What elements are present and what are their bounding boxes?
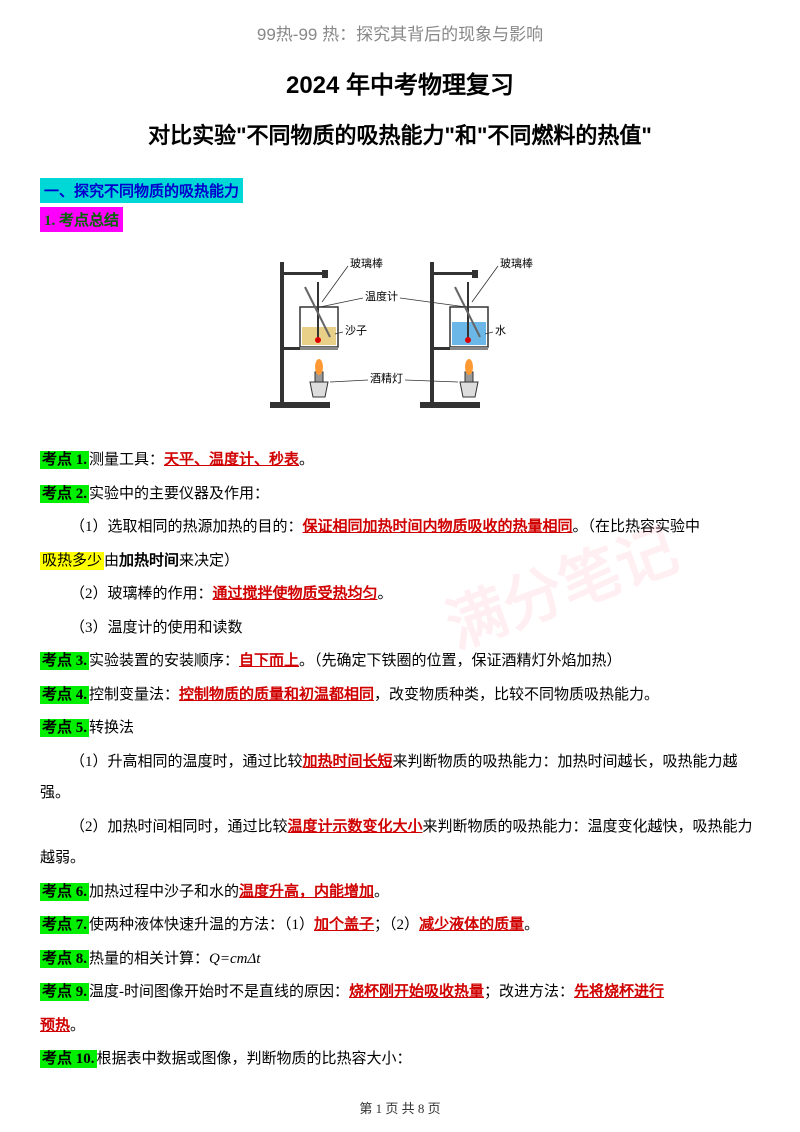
kp5-2: （2）加热时间相同时，通过比较温度计示数变化大小来判断物质的吸热能力：温度变化越… — [40, 812, 760, 875]
kp10: 考点 10.根据表中数据或图像，判断物质的比热容大小： — [40, 1044, 760, 1076]
kp2-1-end: 来决定） — [179, 553, 239, 569]
label-lamp: 酒精灯 — [370, 372, 403, 385]
kp4: 考点 4.控制变量法：控制物质的质量和初温都相同，改变物质种类，比较不同物质吸热… — [40, 680, 760, 712]
kp4-tag: 考点 4. — [40, 686, 89, 704]
kp5: 考点 5.转换法 — [40, 713, 760, 745]
kp6-post: 。 — [374, 884, 389, 900]
kp2-tag: 考点 2. — [40, 485, 89, 503]
kp5-1-pre: （1）升高相同的温度时，通过比较 — [70, 754, 303, 770]
kp2-1b: 吸热多少由加热时间来决定） — [40, 546, 760, 578]
kp1-post: 。 — [299, 452, 314, 468]
kp10-tag: 考点 10. — [40, 1050, 97, 1068]
kp2-2: （2）玻璃棒的作用：通过搅拌使物质受热均匀。 — [40, 579, 760, 611]
header-note: 99热-99 热：探究其背后的现象与影响 — [40, 20, 760, 45]
kp1-red: 天平、温度计、秒表 — [164, 452, 299, 468]
section-1-label: 一、探究不同物质的吸热能力 — [40, 178, 243, 203]
kp9-tag: 考点 9. — [40, 983, 89, 1001]
kp9-red2: 先将烧杯进行 — [574, 984, 664, 1000]
kp5-tag: 考点 5. — [40, 719, 89, 737]
kp4-red: 控制物质的质量和初温都相同 — [179, 687, 374, 703]
kp2-1: （1）选取相同的热源加热的目的：保证相同加热时间内物质吸收的热量相同。（在比热容… — [40, 512, 760, 544]
kp2-1-bold: 加热时间 — [119, 553, 179, 569]
subsection-1-label: 1. 考点总结 — [40, 207, 123, 232]
kp7-red1: 加个盖子 — [314, 917, 374, 933]
footer-post: 页 — [424, 1101, 440, 1116]
label-water: 水 — [495, 324, 506, 337]
kp2-1-pre: （1）选取相同的热源加热的目的： — [70, 519, 303, 535]
kp3: 考点 3.实验装置的安装顺序：自下而上。（先确定下铁圈的位置，保证酒精灯外焰加热… — [40, 646, 760, 678]
kp1-pre: 测量工具： — [89, 452, 164, 468]
kp7-post: 。 — [524, 917, 539, 933]
label-glass-rod-l: 玻璃棒 — [350, 256, 383, 270]
kp2-3: （3）温度计的使用和读数 — [40, 613, 760, 645]
label-thermometer: 温度计 — [365, 289, 398, 303]
subsection-heading: 1. 考点总结 — [40, 207, 760, 242]
kp3-red: 自下而上 — [239, 653, 299, 669]
kp7-mid: ；（2） — [374, 917, 419, 933]
kp6: 考点 6.加热过程中沙子和水的温度升高，内能增加。 — [40, 877, 760, 909]
kp9-red1: 烧杯刚开始吸收热量 — [349, 984, 484, 1000]
footer-pre: 第 — [359, 1101, 375, 1116]
kp8-tag: 考点 8. — [40, 950, 89, 968]
content-body: 考点 1.测量工具：天平、温度计、秒表。 考点 2.实验中的主要仪器及作用： （… — [40, 445, 760, 1076]
main-title-1: 2024 年中考物理复习 — [40, 65, 760, 100]
kp1-tag: 考点 1. — [40, 451, 89, 469]
kp7: 考点 7.使两种液体快速升温的方法：（1）加个盖子；（2）减少液体的质量。 — [40, 910, 760, 942]
kp7-red2: 减少液体的质量 — [419, 917, 524, 933]
kp2-1-hl: 吸热多少 — [40, 552, 104, 570]
kp2-1-post: 。（在比热容实验中 — [573, 519, 701, 535]
kp7-pre: 使两种液体快速升温的方法：（1） — [89, 917, 314, 933]
kp4-pre: 控制变量法： — [89, 687, 179, 703]
kp8-pre: 热量的相关计算： — [89, 951, 209, 967]
kp5-1-red: 加热时间长短 — [303, 754, 393, 770]
kp5-text: 转换法 — [89, 720, 134, 736]
kp3-pre: 实验装置的安装顺序： — [89, 653, 239, 669]
kp7-tag: 考点 7. — [40, 916, 89, 934]
kp2: 考点 2.实验中的主要仪器及作用： — [40, 479, 760, 511]
footer-mid: 页 共 — [382, 1101, 418, 1116]
page-footer: 第 1 页 共 8 页 — [0, 1098, 800, 1117]
kp9-pre: 温度-时间图像开始时不是直线的原因： — [89, 984, 349, 1000]
kp9-red3: 预热 — [40, 1018, 70, 1034]
kp6-tag: 考点 6. — [40, 883, 89, 901]
kp6-red: 温度升高，内能增加 — [239, 884, 374, 900]
main-title-2: 对比实验"不同物质的吸热能力"和"不同燃料的热值" — [40, 118, 760, 150]
kp9b: 预热。 — [40, 1011, 760, 1043]
label-glass-rod-r: 玻璃棒 — [500, 256, 533, 270]
kp2-1-mid: 由 — [104, 553, 119, 569]
kp8: 考点 8.热量的相关计算：Q=cmΔt — [40, 944, 760, 976]
kp4-post: ，改变物质种类，比较不同物质吸热能力。 — [374, 687, 659, 703]
kp5-2-red: 温度计示数变化大小 — [288, 819, 423, 835]
section-heading: 一、探究不同物质的吸热能力 — [40, 178, 760, 207]
kp9-mid: ；改进方法： — [484, 984, 574, 1000]
kp3-post: 。（先确定下铁圈的位置，保证酒精灯外焰加热） — [299, 653, 622, 669]
kp9: 考点 9.温度-时间图像开始时不是直线的原因：烧杯刚开始吸收热量；改进方法：先将… — [40, 977, 760, 1009]
label-sand: 沙子 — [345, 324, 367, 337]
kp1: 考点 1.测量工具：天平、温度计、秒表。 — [40, 445, 760, 477]
kp2-2-pre: （2）玻璃棒的作用： — [70, 586, 213, 602]
experiment-diagram: 玻璃棒 玻璃棒 温度计 沙子 水 酒精灯 — [40, 252, 760, 427]
kp2-2-red: 通过搅拌使物质受热均匀 — [213, 586, 378, 602]
kp2-text: 实验中的主要仪器及作用： — [89, 486, 269, 502]
kp2-2-post: 。 — [378, 586, 393, 602]
kp3-tag: 考点 3. — [40, 652, 89, 670]
kp2-1-red: 保证相同加热时间内物质吸收的热量相同 — [303, 519, 573, 535]
kp6-pre: 加热过程中沙子和水的 — [89, 884, 239, 900]
kp9-post: 。 — [70, 1018, 85, 1034]
kp8-formula: Q=cmΔt — [209, 951, 260, 967]
kp5-2-pre: （2）加热时间相同时，通过比较 — [70, 819, 288, 835]
kp10-text: 根据表中数据或图像，判断物质的比热容大小： — [97, 1051, 412, 1067]
kp5-1: （1）升高相同的温度时，通过比较加热时间长短来判断物质的吸热能力：加热时间越长，… — [40, 747, 760, 810]
diagram-svg: 玻璃棒 玻璃棒 温度计 沙子 水 酒精灯 — [250, 252, 550, 422]
